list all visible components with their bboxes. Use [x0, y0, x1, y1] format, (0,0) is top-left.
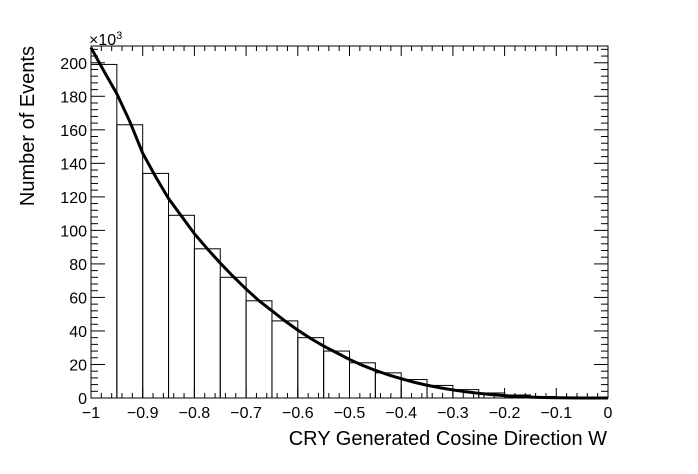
fit-curve [89, 46, 608, 400]
histogram-bin [90, 63, 118, 399]
y-tick-label: 200 [60, 56, 87, 73]
histogram-bin [193, 248, 221, 399]
y-axis-title: Number of Events [17, 46, 39, 206]
histogram-bin [116, 124, 144, 399]
y-tick-label: 60 [69, 290, 87, 307]
x-tick-label: −0.9 [127, 405, 159, 422]
y-tick-label: 160 [60, 123, 87, 140]
y-tick-label: 120 [60, 190, 87, 207]
y-tick-label: 140 [60, 156, 87, 173]
x-tick-label: −0.1 [541, 405, 573, 422]
x-tick-label: −0.8 [179, 405, 211, 422]
x-axis-title: CRY Generated Cosine Direction W [289, 428, 607, 450]
y-axis: 0 20 40 60 80 100 120 140 160 180 200 [60, 48, 608, 408]
histogram-bin [142, 172, 170, 399]
x-tick-label: −0.7 [230, 405, 262, 422]
x-tick-label: −1 [82, 405, 100, 422]
histogram-bin [219, 276, 247, 399]
y-tick-label: 40 [69, 324, 87, 341]
histogram-bins [90, 63, 609, 399]
x-tick-label: −0.3 [437, 405, 469, 422]
y-tick-label: 20 [69, 357, 87, 374]
histogram-bin [245, 300, 273, 399]
y-multiplier-base: ×10 [89, 32, 116, 49]
x-tick-label: −0.4 [385, 405, 417, 422]
histogram-bin [271, 320, 299, 399]
y-tick-label: 180 [60, 89, 87, 106]
x-tick-label: 0 [604, 405, 613, 422]
y-tick-label: 80 [69, 257, 87, 274]
x-tick-label: −0.6 [282, 405, 314, 422]
y-multiplier: ×103 [89, 30, 122, 49]
x-axis: −1 −0.9 −0.8 −0.7 −0.6 −0.5 −0.4 −0.3 −0.2 −0.1 0 [82, 46, 613, 422]
x-tick-label: −0.2 [489, 405, 521, 422]
histogram-bin [168, 214, 195, 399]
x-tick-label: −0.5 [334, 405, 366, 422]
histogram-bin [297, 337, 325, 399]
y-multiplier-exponent: 3 [116, 30, 122, 42]
y-tick-label: 0 [78, 391, 87, 408]
y-tick-label: 100 [60, 223, 87, 240]
